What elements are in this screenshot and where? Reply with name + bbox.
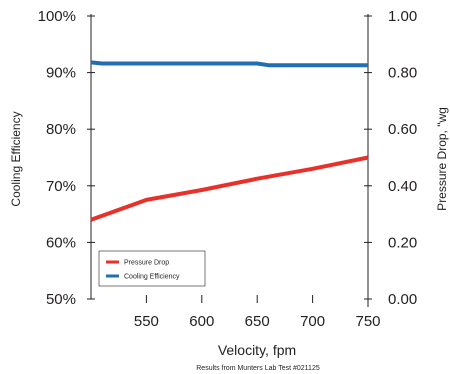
left-axis-title: Cooling Efficiency [9,111,23,206]
right-tick-label: 0.40 [388,178,417,195]
left-tick-label: 100% [38,8,76,25]
x-axis-ticks: 550 600 650 700 750 [134,295,381,330]
legend-label-pressure-drop: Pressure Drop [124,260,169,267]
legend-box [98,250,206,287]
right-axis-ticks: 0.00 0.20 0.40 0.60 0.80 1.00 [364,8,417,308]
series-line-cooling-efficiency [90,60,368,68]
right-tick-label: 0.60 [388,121,417,138]
series-layer [90,60,369,222]
x-tick-label: 600 [189,313,214,330]
x-tick-label: 700 [300,313,325,330]
left-tick-label: 70% [46,178,76,195]
right-tick-label: 1.00 [388,8,417,25]
series-line-pressure-drop [90,155,369,222]
legend: Pressure Drop Cooling Efficiency [98,250,206,287]
right-tick-label: 0.20 [388,234,417,251]
x-tick-label: 750 [355,313,380,330]
left-tick-label: 80% [46,121,76,138]
right-axis-title: Pressure Drop, "wg [435,107,449,211]
legend-label-cooling-efficiency: Cooling Efficiency [124,274,180,281]
footnote: Results from Munters Lab Test #021125 [196,365,320,372]
x-tick-label: 550 [134,313,159,330]
left-tick-label: 50% [46,291,76,308]
x-tick-label: 650 [245,313,270,330]
right-tick-label: 0.80 [388,65,417,82]
left-tick-label: 60% [46,234,76,251]
right-tick-label: 0.00 [388,291,417,308]
x-axis-title: Velocity, fpm [218,342,296,358]
left-axis-ticks: 50% 60% 70% 80% 90% 100% [38,8,95,308]
left-tick-label: 90% [46,65,76,82]
